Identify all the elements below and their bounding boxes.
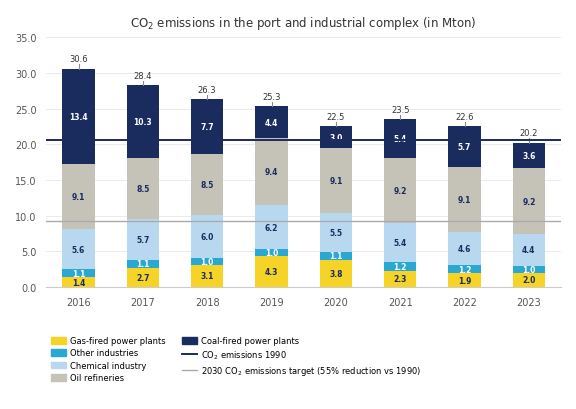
Bar: [449, 232, 480, 265]
Bar: [62, 70, 94, 165]
Text: 8.5: 8.5: [136, 185, 150, 194]
Text: 7.7: 7.7: [200, 123, 214, 132]
Bar: [449, 168, 480, 232]
Bar: [449, 265, 480, 274]
Bar: [513, 273, 545, 287]
Title: CO$_2$ emissions in the port and industrial complex (in Mton): CO$_2$ emissions in the port and industr…: [131, 15, 477, 32]
Text: 20.2: 20.2: [520, 129, 538, 138]
Bar: [449, 274, 480, 287]
Text: 1.0: 1.0: [265, 249, 278, 258]
Bar: [127, 220, 159, 260]
Bar: [62, 270, 94, 277]
Text: 28.4: 28.4: [134, 72, 152, 81]
Text: 5.7: 5.7: [136, 236, 150, 245]
Bar: [127, 260, 159, 268]
Text: 2.0: 2.0: [522, 276, 536, 285]
Bar: [127, 86, 159, 159]
Text: 1.0: 1.0: [522, 265, 536, 274]
Text: 9.4: 9.4: [265, 167, 278, 176]
Text: 1.2: 1.2: [458, 265, 471, 274]
Bar: [255, 249, 287, 257]
Text: 1.4: 1.4: [72, 278, 85, 287]
Bar: [384, 224, 416, 263]
Bar: [320, 127, 352, 148]
Bar: [513, 144, 545, 169]
Bar: [62, 277, 94, 287]
Legend: Gas-fired power plants, Other industries, Chemical industry, Oil refineries, Coa: Gas-fired power plants, Other industries…: [51, 336, 422, 382]
Text: 2.3: 2.3: [393, 274, 407, 283]
Text: 6.2: 6.2: [265, 223, 278, 232]
Text: 5.4: 5.4: [393, 135, 407, 144]
Text: 22.5: 22.5: [327, 113, 345, 122]
Text: 5.5: 5.5: [329, 228, 342, 237]
Bar: [320, 213, 352, 252]
Bar: [384, 271, 416, 287]
Text: 3.8: 3.8: [329, 269, 343, 278]
Bar: [384, 158, 416, 224]
Bar: [62, 229, 94, 270]
Text: 5.4: 5.4: [393, 239, 407, 247]
Text: 5.7: 5.7: [458, 143, 471, 152]
Text: 3.6: 3.6: [522, 152, 536, 161]
Bar: [513, 235, 545, 266]
Text: 30.6: 30.6: [69, 55, 88, 64]
Bar: [513, 266, 545, 273]
Text: 9.2: 9.2: [522, 198, 536, 206]
Text: 23.5: 23.5: [391, 106, 410, 115]
Text: 1.2: 1.2: [393, 262, 407, 271]
Text: 1.1: 1.1: [329, 252, 343, 261]
Bar: [191, 100, 223, 155]
Text: 1.9: 1.9: [458, 276, 471, 285]
Bar: [255, 257, 287, 287]
Text: 3.0: 3.0: [329, 133, 343, 142]
Text: 4.3: 4.3: [265, 267, 278, 276]
Bar: [255, 138, 287, 205]
Text: 25.3: 25.3: [262, 93, 281, 102]
Text: 1.1: 1.1: [136, 260, 150, 269]
Bar: [513, 169, 545, 235]
Text: 9.2: 9.2: [393, 187, 407, 196]
Text: 9.1: 9.1: [72, 193, 85, 202]
Bar: [449, 127, 480, 168]
Text: 4.4: 4.4: [522, 246, 536, 255]
Text: 2.7: 2.7: [136, 273, 150, 282]
Text: 1.1: 1.1: [72, 269, 85, 278]
Bar: [62, 165, 94, 229]
Bar: [384, 120, 416, 158]
Bar: [255, 107, 287, 138]
Bar: [320, 148, 352, 213]
Text: 9.1: 9.1: [329, 176, 343, 185]
Text: 10.3: 10.3: [134, 118, 152, 127]
Bar: [191, 216, 223, 258]
Text: 3.1: 3.1: [200, 272, 214, 281]
Bar: [127, 268, 159, 287]
Bar: [320, 260, 352, 287]
Bar: [384, 263, 416, 271]
Bar: [255, 205, 287, 249]
Text: 4.6: 4.6: [458, 244, 471, 253]
Text: 22.6: 22.6: [455, 113, 473, 122]
Bar: [127, 159, 159, 220]
Text: 6.0: 6.0: [200, 232, 214, 241]
Text: 4.4: 4.4: [265, 118, 278, 127]
Bar: [191, 265, 223, 287]
Bar: [191, 155, 223, 216]
Bar: [191, 258, 223, 265]
Text: 1.0: 1.0: [200, 257, 214, 266]
Text: 9.1: 9.1: [458, 196, 471, 204]
Text: 26.3: 26.3: [198, 85, 217, 94]
Text: 5.6: 5.6: [72, 245, 85, 254]
Bar: [320, 252, 352, 260]
Text: 8.5: 8.5: [200, 181, 214, 190]
Text: 13.4: 13.4: [69, 112, 88, 121]
